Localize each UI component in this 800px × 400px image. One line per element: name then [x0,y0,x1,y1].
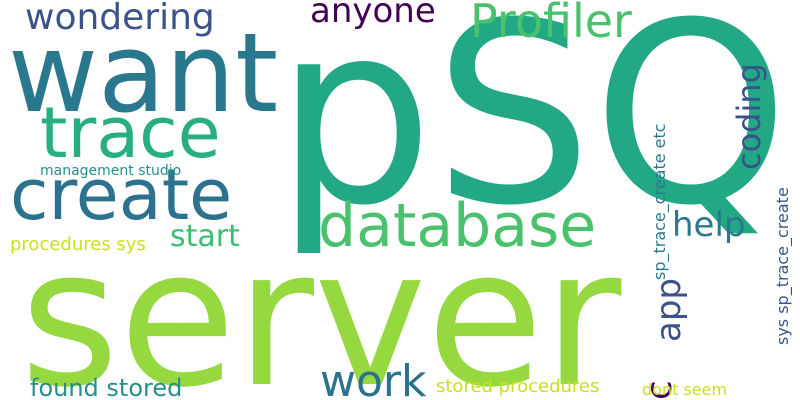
word-sp-trace-create-etc: sp_trace_create etc [650,123,669,280]
word-wondering: wondering [25,0,215,38]
word-want: want [8,9,279,137]
word-profiler: Profiler [470,0,632,48]
word-help: help [672,205,746,245]
word-sys-sp-trace-create: sys sp_trace_create [773,187,792,345]
word-create: create [10,154,233,236]
word-app: app [649,278,689,342]
word-found-stored: found stored [30,374,183,400]
word-coding: coding [730,63,768,170]
word-dont-seem: dont seem [642,380,728,399]
word-server: server [20,208,622,400]
word-procedures-sys: procedures sys [10,234,146,255]
word-management-studio: management studio [40,163,182,179]
word-database: database [318,191,597,261]
word-anyone: anyone [310,0,436,31]
word-psql: pSQL [275,0,800,260]
word-trace: trace [40,92,221,174]
word-stored-procedures: stored procedures [436,376,600,397]
word-start: start [170,219,240,254]
word-work: work [320,356,427,400]
